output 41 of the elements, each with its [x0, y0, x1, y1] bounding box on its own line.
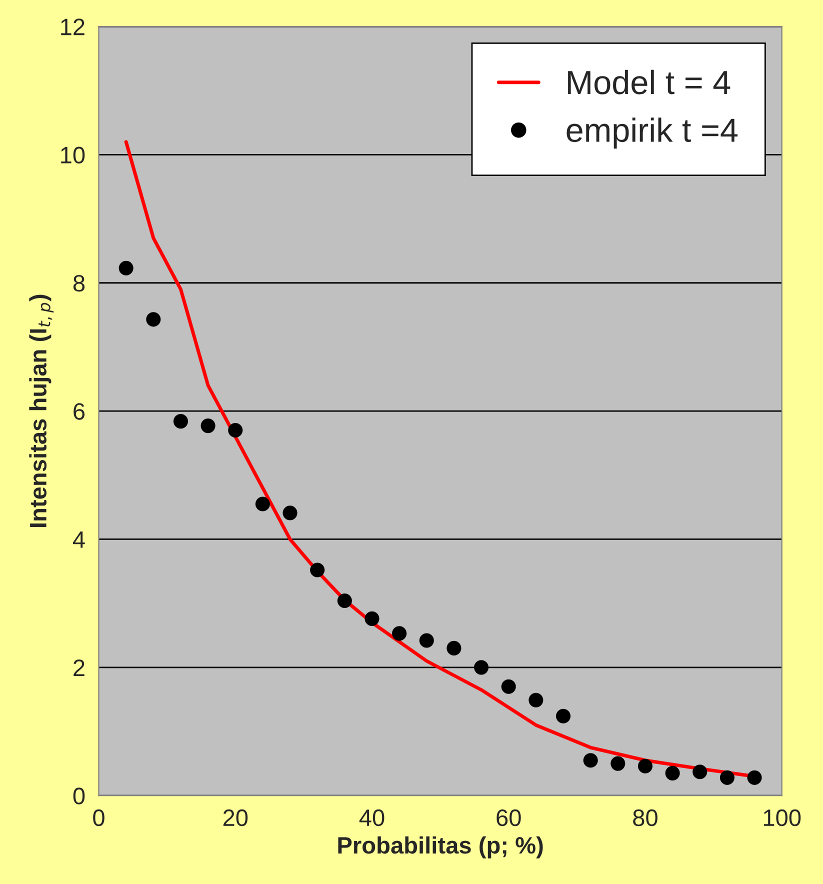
point	[118, 260, 134, 276]
legend-label: Model t = 4	[568, 70, 730, 94]
point	[638, 758, 653, 774]
point	[337, 593, 352, 608]
point	[419, 633, 434, 648]
point	[528, 692, 544, 708]
point	[310, 562, 325, 578]
x-tick-label: 80	[633, 809, 658, 826]
point	[200, 418, 216, 434]
point	[364, 611, 380, 626]
y-tick-label: 2	[74, 659, 84, 676]
x-tick-label: 40	[359, 809, 384, 826]
point	[228, 423, 243, 438]
point	[720, 770, 734, 785]
point	[665, 766, 680, 780]
point	[173, 414, 188, 429]
point	[610, 756, 626, 771]
y-tick-label: 6	[74, 403, 85, 420]
y-tick-label: 10	[61, 146, 85, 164]
y-tick-label: 12	[61, 18, 84, 36]
x-tick-label: 60	[496, 809, 521, 826]
point	[146, 312, 161, 327]
point	[474, 660, 489, 675]
point	[583, 753, 598, 768]
point	[556, 708, 571, 724]
point	[255, 496, 270, 512]
y-tick-label: 4	[72, 532, 85, 548]
legend-label: empirik t =4	[566, 118, 738, 149]
point	[282, 506, 298, 520]
y-axis-title: Intensitas hujan (I$_{t,p}$)	[29, 294, 54, 527]
x-tick-label: 100	[764, 809, 801, 826]
point	[692, 764, 708, 780]
point	[446, 640, 462, 656]
x-axis-title: Probabilitas (p; %)	[338, 836, 543, 858]
point	[747, 770, 762, 785]
x-tick-label: 0	[93, 809, 104, 826]
y-tick-label: 0	[73, 788, 85, 804]
point	[501, 679, 516, 694]
x-tick-label: 20	[223, 809, 248, 826]
y-tick-label: 8	[73, 274, 85, 292]
point	[392, 626, 407, 641]
